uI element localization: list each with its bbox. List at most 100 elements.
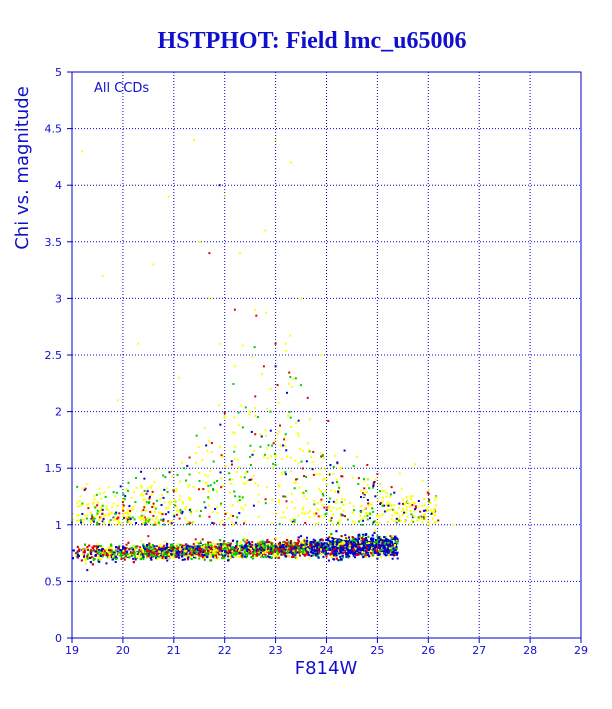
data-point xyxy=(123,548,126,551)
data-point xyxy=(310,554,313,557)
data-point xyxy=(252,546,255,549)
data-point xyxy=(278,551,281,554)
data-point xyxy=(259,552,262,555)
data-point xyxy=(153,545,156,548)
data-point xyxy=(123,558,126,561)
data-point xyxy=(361,547,364,550)
data-point xyxy=(267,543,270,546)
data-point xyxy=(172,548,175,551)
data-point xyxy=(373,542,376,545)
data-point xyxy=(94,554,97,557)
data-point xyxy=(298,545,301,548)
data-point xyxy=(339,544,342,547)
data-point xyxy=(250,545,253,548)
data-point xyxy=(217,557,220,560)
data-point xyxy=(214,545,217,548)
data-point xyxy=(176,542,179,545)
data-point xyxy=(336,538,339,541)
data-point xyxy=(293,552,296,555)
data-point xyxy=(247,544,250,547)
data-point xyxy=(293,551,296,554)
data-point xyxy=(263,552,266,555)
data-point xyxy=(303,544,306,547)
data-point xyxy=(125,543,128,546)
data-point xyxy=(145,546,148,549)
data-point xyxy=(325,555,328,558)
data-point xyxy=(315,541,318,544)
data-point xyxy=(333,545,336,548)
data-point xyxy=(373,552,376,555)
data-point xyxy=(356,540,359,543)
data-point xyxy=(76,546,79,549)
data-point xyxy=(207,544,210,547)
data-point xyxy=(280,553,283,556)
data-point xyxy=(384,551,387,554)
data-point xyxy=(357,551,360,554)
data-point xyxy=(245,556,248,559)
data-point xyxy=(151,548,154,551)
data-point xyxy=(90,549,93,552)
data-point xyxy=(209,544,212,547)
scatter-points xyxy=(71,138,455,572)
data-point xyxy=(270,556,273,559)
data-point xyxy=(241,552,244,555)
data-point xyxy=(286,551,289,554)
data-point xyxy=(374,551,377,554)
data-point xyxy=(224,543,227,546)
data-point xyxy=(223,542,226,545)
data-point xyxy=(306,536,309,539)
data-point xyxy=(226,545,229,548)
data-point xyxy=(88,556,91,559)
data-point xyxy=(222,548,225,551)
data-point xyxy=(355,546,358,549)
data-point xyxy=(206,552,209,555)
data-point xyxy=(197,545,200,548)
data-point xyxy=(382,548,385,551)
data-point xyxy=(201,538,204,541)
data-point xyxy=(340,547,343,550)
data-point xyxy=(332,551,335,554)
data-point xyxy=(136,545,139,548)
data-point xyxy=(260,548,263,551)
data-point xyxy=(317,545,320,548)
data-point xyxy=(270,541,273,544)
data-point xyxy=(140,548,143,551)
data-point xyxy=(222,545,225,548)
data-point xyxy=(387,550,390,553)
data-point xyxy=(135,546,138,549)
data-point xyxy=(235,551,238,554)
data-point xyxy=(264,547,267,550)
data-point xyxy=(175,545,178,548)
data-point xyxy=(352,547,355,550)
data-point xyxy=(395,547,398,550)
data-point xyxy=(251,540,254,543)
data-point xyxy=(89,561,92,564)
data-point xyxy=(305,543,308,546)
data-point xyxy=(274,550,277,553)
data-point xyxy=(154,552,157,555)
data-point xyxy=(325,548,328,551)
data-point xyxy=(362,547,365,550)
data-point xyxy=(251,552,254,555)
data-point xyxy=(165,544,168,547)
data-point xyxy=(357,543,360,546)
data-point xyxy=(387,549,390,552)
data-point xyxy=(99,550,102,553)
data-point xyxy=(354,552,357,555)
data-point xyxy=(84,543,87,546)
data-point xyxy=(130,552,133,555)
data-point xyxy=(190,558,193,561)
data-point xyxy=(309,545,312,548)
data-point xyxy=(320,538,323,541)
data-point xyxy=(156,558,159,561)
data-point xyxy=(341,556,344,559)
data-point xyxy=(381,544,384,547)
data-point xyxy=(112,556,115,559)
data-point xyxy=(172,554,175,557)
data-point xyxy=(342,539,345,542)
data-point xyxy=(175,552,178,555)
data-point xyxy=(203,553,206,556)
data-point xyxy=(385,543,388,546)
data-point xyxy=(166,543,169,546)
data-point xyxy=(302,542,305,545)
